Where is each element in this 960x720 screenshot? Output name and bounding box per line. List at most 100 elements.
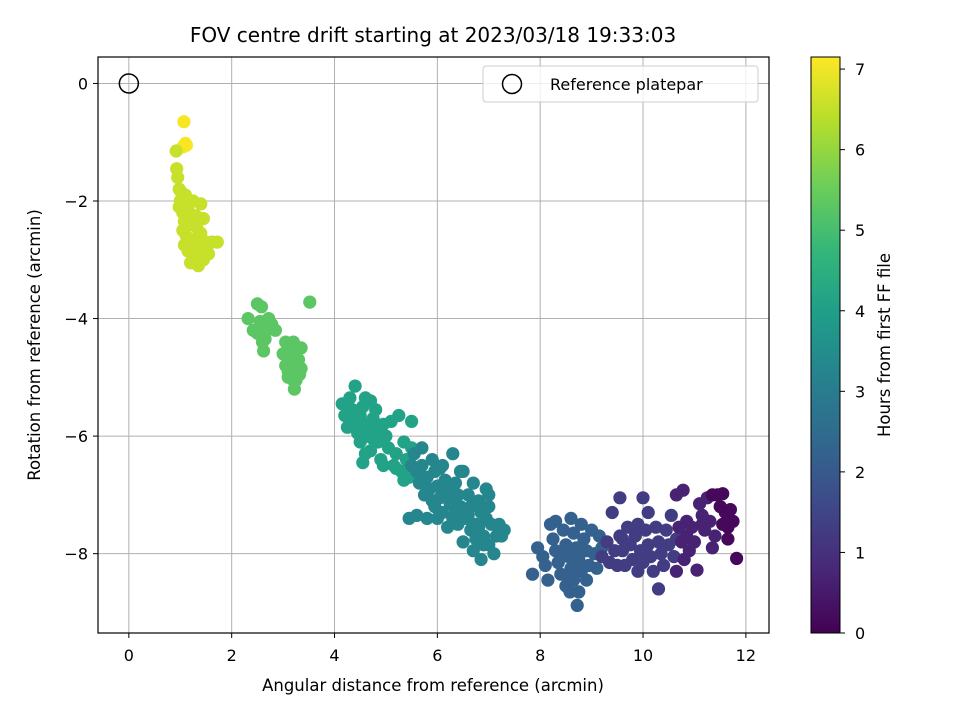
data-point [428, 500, 442, 514]
data-point [726, 514, 740, 528]
data-point [541, 573, 555, 587]
data-point [556, 523, 570, 537]
plot-frame [97, 56, 770, 634]
data-point [402, 511, 416, 525]
data-point [425, 453, 439, 467]
x-axis-label: Angular distance from reference (arcmin) [262, 676, 604, 695]
y-tick-label: −4 [64, 310, 88, 329]
colorbar-label: Hours from first FF file [875, 253, 894, 437]
data-point [471, 494, 486, 508]
data-point [561, 567, 576, 581]
colorbar-tick-label: 4 [855, 302, 865, 321]
data-point [254, 300, 269, 314]
data-point [687, 535, 702, 549]
data-point [626, 552, 640, 567]
data-point [446, 447, 460, 461]
data-point [551, 555, 565, 570]
data-point [453, 464, 468, 478]
data-point [631, 517, 645, 531]
colorbar-tick-label: 2 [855, 463, 865, 482]
data-point [451, 517, 465, 531]
data-point [379, 429, 393, 443]
data-point [676, 483, 690, 497]
data-point [525, 567, 540, 581]
legend-box [482, 65, 759, 103]
data-point [471, 520, 486, 534]
data-point [466, 476, 480, 490]
data-point [570, 598, 584, 613]
data-point [178, 136, 192, 150]
data-point [169, 144, 183, 158]
data-point [657, 558, 671, 573]
data-point [177, 115, 191, 129]
y-axis: 0 −2 −4 −6 −8 [64, 74, 98, 564]
grid-lines [98, 57, 769, 633]
x-tick-label: 4 [329, 646, 339, 665]
y-axis-label: Rotation from reference (arcmin) [25, 209, 44, 481]
data-point [389, 447, 403, 461]
colorbar-tick-label: 7 [855, 60, 865, 79]
data-point [258, 332, 272, 346]
legend: Reference platepar [482, 65, 759, 103]
legend-entry: Reference platepar [550, 75, 703, 94]
data-point [448, 505, 462, 520]
x-tick-label: 0 [124, 646, 134, 665]
x-axis: 0 2 4 6 8 10 12 [124, 633, 756, 665]
y-tick-label: −6 [64, 427, 88, 446]
data-point [186, 241, 200, 255]
data-point [430, 511, 444, 525]
data-point [358, 391, 372, 405]
colorbar-ticks: 0 1 2 3 4 5 6 7 [840, 60, 865, 643]
data-point [196, 212, 210, 226]
data-point [636, 491, 650, 505]
data-point [294, 361, 308, 376]
data-point [281, 364, 295, 378]
data-point [241, 312, 255, 326]
data-point [644, 550, 658, 564]
data-point [564, 511, 578, 525]
data-point [659, 523, 673, 537]
data-point [723, 503, 738, 517]
data-point [649, 520, 663, 534]
data-point [474, 552, 488, 567]
data-point [569, 541, 583, 555]
data-point [469, 532, 483, 546]
data-point [705, 541, 720, 555]
data-point [482, 488, 496, 502]
data-point [441, 520, 455, 534]
data-point [407, 447, 421, 461]
data-point [343, 414, 357, 428]
data-point [590, 561, 604, 575]
x-tick-label: 8 [535, 646, 545, 665]
data-point [628, 529, 642, 543]
colorbar-gradient [810, 56, 841, 634]
chart-title: FOV centre drift starting at 2023/03/18 … [190, 23, 676, 47]
data-point [669, 564, 684, 578]
x-tick-label: 6 [432, 646, 442, 665]
data-point [489, 529, 504, 543]
data-point [441, 485, 455, 499]
colorbar-tick-label: 3 [855, 382, 865, 401]
data-point [654, 547, 668, 561]
data-point [257, 344, 271, 358]
data-point [461, 488, 475, 502]
data-point [356, 456, 370, 470]
data-point [194, 226, 208, 240]
data-point [448, 476, 462, 490]
data-point [185, 209, 199, 223]
data-point [451, 488, 465, 502]
reference-platepar-marker [118, 73, 140, 94]
data-point [405, 414, 419, 428]
colorbar: 0 1 2 3 4 5 6 7 Hours from first FF file [810, 56, 894, 643]
data-point [621, 520, 635, 534]
data-point [605, 505, 619, 520]
data-point [716, 487, 730, 501]
data-point [389, 461, 403, 475]
data-point [641, 538, 655, 552]
data-point [667, 550, 681, 564]
data-point [664, 508, 678, 522]
data-point [210, 235, 224, 249]
data-point [641, 505, 655, 520]
data-point [196, 253, 210, 267]
